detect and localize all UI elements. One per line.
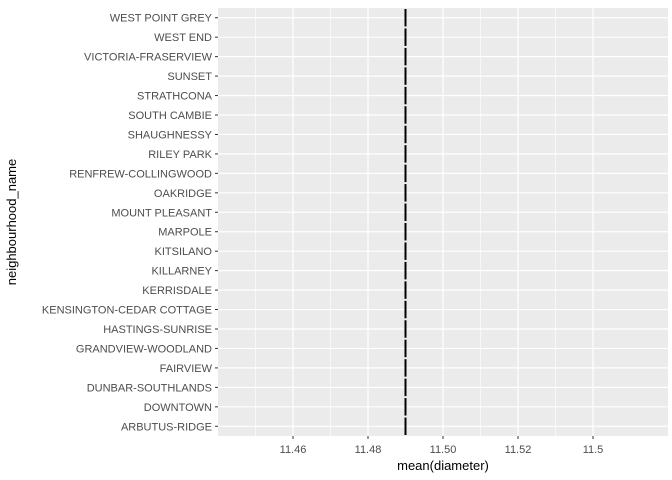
y-tick-label: KITSILANO	[155, 246, 213, 258]
x-tick-label: 11.5	[583, 444, 604, 456]
y-tick-label: DUNBAR-SOUTHLANDS	[87, 382, 212, 394]
y-tick-label: ARBUTUS-RIDGE	[121, 421, 212, 433]
y-tick-label: WEST END	[154, 32, 212, 44]
y-tick-label: DOWNTOWN	[144, 402, 212, 414]
y-tick-label: RENFREW-COLLINGWOOD	[69, 168, 212, 180]
y-tick-label: MARPOLE	[158, 227, 212, 239]
y-tick-label: MOUNT PLEASANT	[111, 207, 212, 219]
x-tick-label: 11.48	[355, 444, 382, 456]
x-tick-label: 11.46	[280, 444, 307, 456]
y-axis-title: neighbourhood_name	[4, 159, 19, 286]
y-tick-label: WEST POINT GREY	[110, 13, 213, 25]
y-axis: ARBUTUS-RIDGE DOWNTOWN DUNBAR-SOUTHLANDS FA…	[42, 13, 218, 433]
x-tick-label: 11.52	[505, 444, 532, 456]
y-tick-label: KENSINGTON-CEDAR COTTAGE	[42, 305, 212, 317]
y-tick-label: KERRISDALE	[142, 285, 212, 297]
y-tick-label: KILLARNEY	[151, 266, 212, 278]
y-tick-label: VICTORIA-FRASERVIEW	[84, 52, 213, 64]
y-tick-label: RILEY PARK	[148, 149, 212, 161]
y-tick-label: HASTINGS-SUNRISE	[103, 324, 212, 336]
x-axis: 11.46 11.48 11.50 11.52 11.5	[280, 436, 604, 456]
x-axis-title: mean(diameter)	[397, 458, 489, 473]
y-tick-label: SHAUGHNESSY	[128, 129, 213, 141]
grid-major	[218, 8, 668, 436]
y-tick-label: SUNSET	[167, 71, 212, 83]
y-tick-label: GRANDVIEW-WOODLAND	[76, 343, 212, 355]
y-tick-label: STRATHCONA	[137, 91, 213, 103]
x-tick-label: 11.50	[430, 444, 457, 456]
y-tick-label: FAIRVIEW	[160, 363, 213, 375]
y-tick-label: SOUTH CAMBIE	[128, 110, 212, 122]
y-tick-label: OAKRIDGE	[154, 188, 212, 200]
